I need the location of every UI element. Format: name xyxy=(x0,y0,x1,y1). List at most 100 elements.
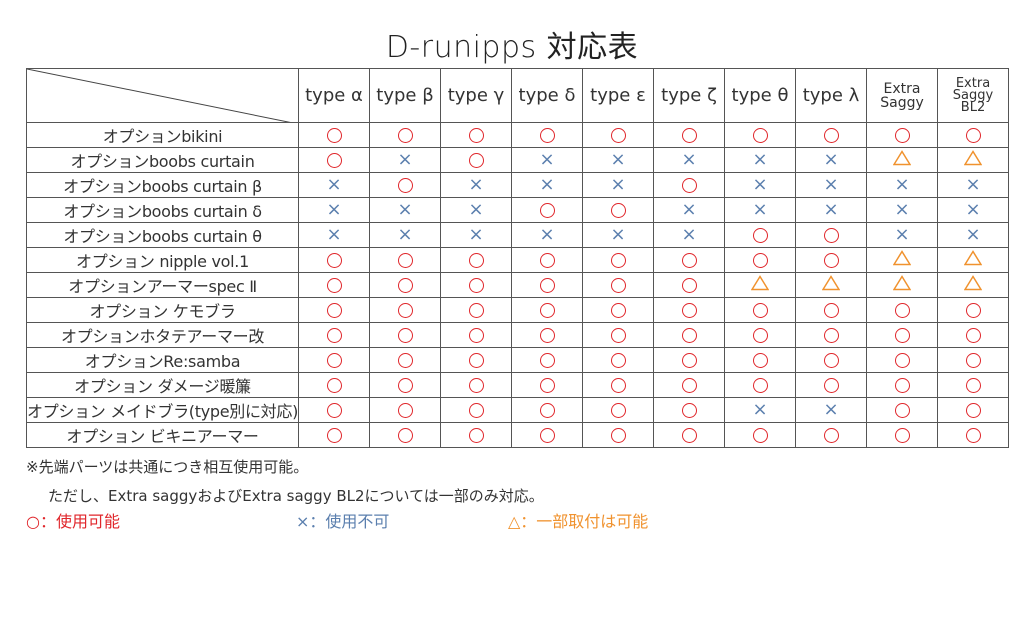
cross-icon: × xyxy=(823,174,839,195)
compatibility-cell xyxy=(582,272,655,298)
compatibility-cell xyxy=(653,347,726,373)
compatibility-cell: × xyxy=(369,147,442,173)
circle-icon xyxy=(539,352,555,368)
cross-icon: × xyxy=(965,224,981,245)
circle-icon xyxy=(610,127,626,143)
row-label: オプションbikini xyxy=(25,122,300,148)
cross-icon: × xyxy=(468,224,484,245)
compatibility-cell: × xyxy=(866,197,939,223)
circle-icon xyxy=(539,377,555,393)
compatibility-cell xyxy=(866,297,939,323)
row-label: オプションboobs curtain xyxy=(25,147,300,173)
circle-icon xyxy=(610,427,626,443)
compatibility-cell: × xyxy=(795,197,868,223)
row-label: オプションboobs curtain δ xyxy=(25,197,300,223)
triangle-icon xyxy=(892,275,912,295)
compatibility-cell xyxy=(511,297,584,323)
table-row: オプション nipple vol.1 xyxy=(25,247,1010,273)
compatibility-cell: × xyxy=(369,197,442,223)
compatibility-cell xyxy=(440,147,513,173)
row-label: オプションboobs curtain β xyxy=(25,172,300,198)
compatibility-cell xyxy=(298,347,371,373)
circle-icon xyxy=(326,427,342,443)
diagonal-line xyxy=(27,69,289,122)
circle-icon xyxy=(894,327,910,343)
circle-icon xyxy=(539,277,555,293)
compatibility-cell: × xyxy=(795,147,868,173)
circle-icon xyxy=(397,252,413,268)
compatibility-cell xyxy=(866,122,939,148)
compatibility-cell xyxy=(724,122,797,148)
compatibility-cell xyxy=(369,247,442,273)
compatibility-cell xyxy=(369,397,442,423)
compatibility-cell xyxy=(511,322,584,348)
row-label: オプション メイドブラ(type別に対応) xyxy=(25,397,300,423)
table-row: オプションboobs curtain β × × × × × × × × xyxy=(25,172,1010,198)
compatibility-cell: × xyxy=(937,197,1010,223)
compatibility-cell xyxy=(937,272,1010,298)
column-header-type-epsilon: type ε xyxy=(582,68,655,123)
compatibility-cell: × xyxy=(369,222,442,248)
circle-icon xyxy=(397,352,413,368)
compatibility-cell xyxy=(440,422,513,448)
compatibility-cell xyxy=(440,322,513,348)
compatibility-cell: × xyxy=(298,197,371,223)
compatibility-cell xyxy=(653,172,726,198)
compatibility-cell: × xyxy=(653,197,726,223)
circle-icon xyxy=(539,202,555,218)
compatibility-cell xyxy=(724,422,797,448)
compatibility-cell xyxy=(724,297,797,323)
compatibility-cell xyxy=(937,297,1010,323)
compatibility-cell xyxy=(298,247,371,273)
compatibility-cell xyxy=(298,422,371,448)
compatibility-cell: × xyxy=(724,172,797,198)
header-line: BL2 xyxy=(960,99,986,115)
header-line: Extra xyxy=(883,80,921,97)
compatibility-cell: × xyxy=(866,172,939,198)
cross-icon: × xyxy=(326,199,342,220)
table-row: オプションRe:samba xyxy=(25,347,1010,373)
compatibility-cell: × xyxy=(937,172,1010,198)
compatibility-cell xyxy=(369,347,442,373)
column-header-extra-saggy: Extra Saggy xyxy=(866,68,939,123)
compatibility-cell: × xyxy=(795,397,868,423)
circle-icon xyxy=(681,302,697,318)
circle-icon xyxy=(397,427,413,443)
compatibility-cell xyxy=(511,272,584,298)
compatibility-cell: × xyxy=(298,172,371,198)
compatibility-cell: × xyxy=(511,172,584,198)
circle-icon xyxy=(468,352,484,368)
compatibility-cell: × xyxy=(653,147,726,173)
compatibility-cell xyxy=(582,397,655,423)
compatibility-cell xyxy=(511,247,584,273)
compatibility-cell xyxy=(866,422,939,448)
cross-icon: × xyxy=(397,199,413,220)
circle-icon xyxy=(823,227,839,243)
circle-icon xyxy=(326,127,342,143)
circle-icon xyxy=(326,377,342,393)
cross-icon: × xyxy=(397,224,413,245)
compatibility-cell xyxy=(866,247,939,273)
compatibility-cell xyxy=(795,322,868,348)
compatibility-cell xyxy=(724,372,797,398)
compatibility-cell xyxy=(440,297,513,323)
circle-icon xyxy=(965,302,981,318)
table-row: オプションbikini xyxy=(25,122,1010,148)
table-row: オプション ビキニアーマー xyxy=(25,422,1010,448)
circle-icon xyxy=(468,252,484,268)
circle-icon xyxy=(397,177,413,193)
cross-icon: × xyxy=(752,199,768,220)
circle-icon xyxy=(610,352,626,368)
compatibility-cell: × xyxy=(866,222,939,248)
row-label: オプションアーマーspec Ⅱ xyxy=(25,272,300,298)
circle-icon xyxy=(539,252,555,268)
circle-icon xyxy=(397,377,413,393)
cross-icon: × xyxy=(681,149,697,170)
compatibility-cell xyxy=(440,397,513,423)
header-row: type α type β type γ type δ type ε type … xyxy=(25,68,1010,123)
compatibility-cell xyxy=(866,347,939,373)
circle-icon xyxy=(965,327,981,343)
circle-icon xyxy=(681,177,697,193)
circle-icon xyxy=(610,327,626,343)
circle-icon xyxy=(752,352,768,368)
